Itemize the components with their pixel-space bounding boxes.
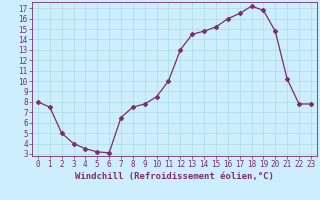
X-axis label: Windchill (Refroidissement éolien,°C): Windchill (Refroidissement éolien,°C) <box>75 172 274 181</box>
